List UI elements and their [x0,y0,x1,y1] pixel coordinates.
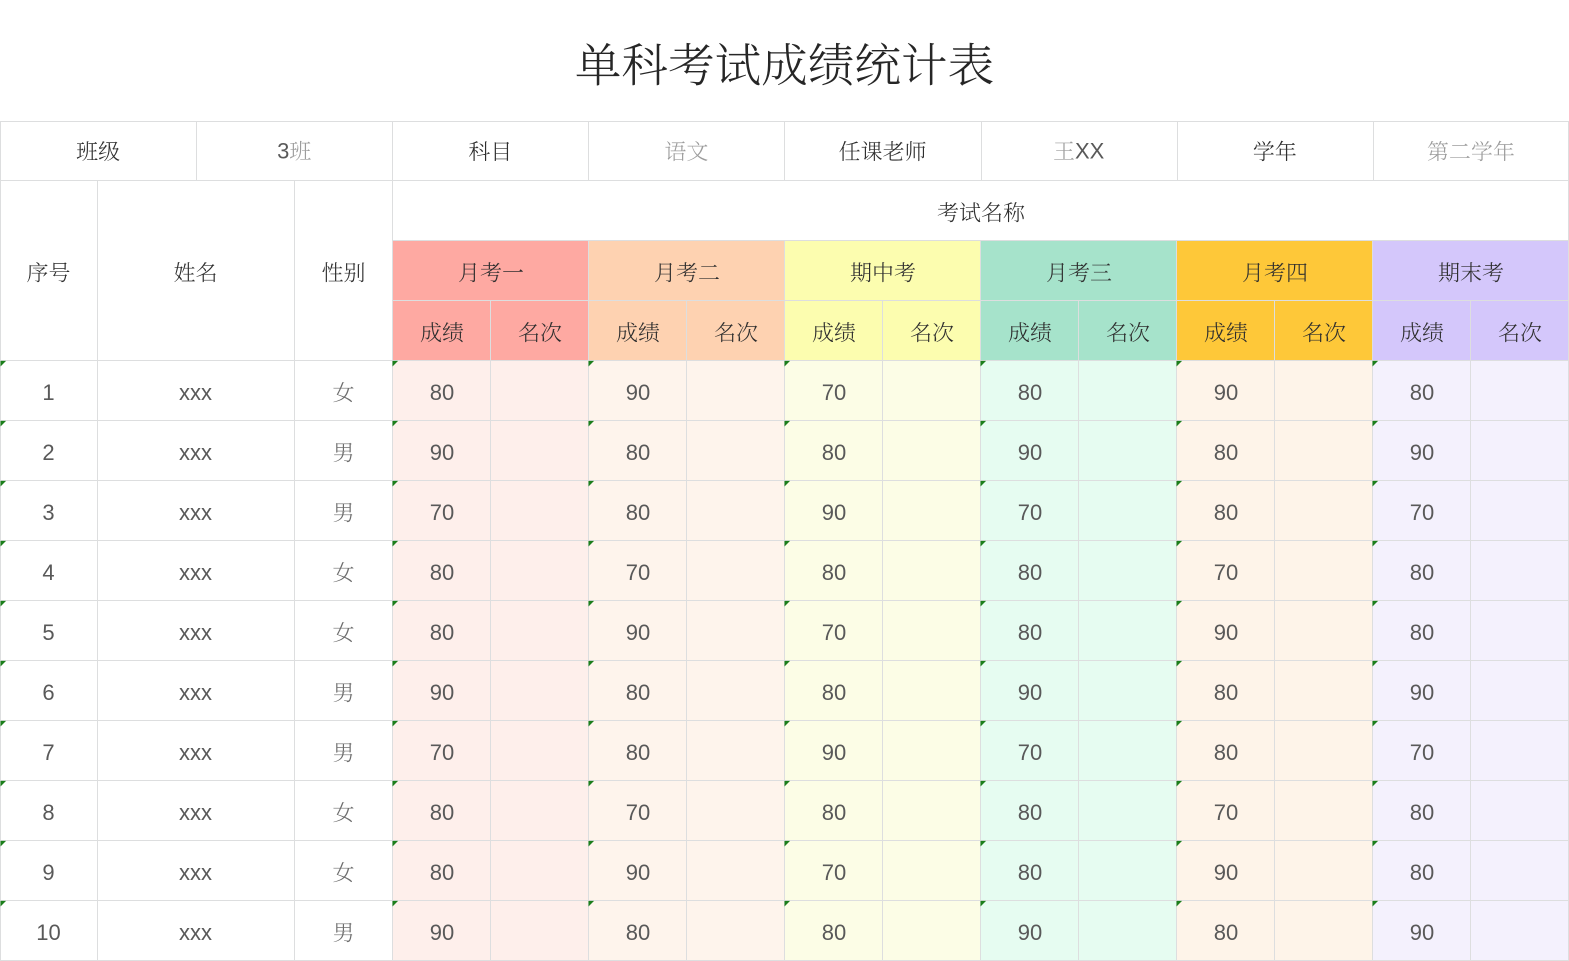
svg-text:80: 80 [1018,380,1042,405]
svg-text:80: 80 [1410,620,1434,645]
svg-text:8: 8 [42,800,54,825]
svg-text:80: 80 [430,560,454,585]
svg-text:70: 70 [430,740,454,765]
svg-text:80: 80 [626,680,650,705]
svg-text:xxx: xxx [179,680,212,705]
svg-text:90: 90 [1410,920,1434,945]
svg-text:xxx: xxx [179,380,212,405]
svg-text:90: 90 [430,920,454,945]
svg-text:90: 90 [822,740,846,765]
svg-text:70: 70 [1410,740,1434,765]
svg-text:90: 90 [1018,680,1042,705]
svg-text:90: 90 [626,860,650,885]
svg-text:70: 70 [1214,800,1238,825]
svg-text:70: 70 [822,860,846,885]
svg-text:80: 80 [1410,380,1434,405]
svg-text:90: 90 [1410,680,1434,705]
svg-text:6: 6 [42,680,54,705]
svg-text:80: 80 [1214,500,1238,525]
svg-text:9: 9 [42,860,54,885]
svg-text:90: 90 [1214,380,1238,405]
svg-text:70: 70 [1410,500,1434,525]
svg-text:70: 70 [1018,740,1042,765]
svg-text:xxx: xxx [179,920,212,945]
svg-text:3: 3 [277,139,289,164]
svg-text:80: 80 [626,500,650,525]
svg-text:80: 80 [822,560,846,585]
svg-text:90: 90 [1018,920,1042,945]
svg-text:80: 80 [1018,800,1042,825]
svg-text:80: 80 [626,920,650,945]
svg-text:70: 70 [1214,560,1238,585]
svg-text:70: 70 [430,500,454,525]
svg-text:70: 70 [822,620,846,645]
svg-text:10: 10 [36,920,60,945]
svg-text:80: 80 [626,740,650,765]
svg-text:80: 80 [1410,860,1434,885]
svg-text:2: 2 [42,440,54,465]
svg-text:80: 80 [1410,560,1434,585]
svg-text:90: 90 [1410,440,1434,465]
svg-text:3: 3 [42,500,54,525]
svg-text:xxx: xxx [179,620,212,645]
svg-text:xxx: xxx [179,500,212,525]
svg-text:80: 80 [1214,680,1238,705]
svg-text:90: 90 [626,620,650,645]
svg-text:80: 80 [430,800,454,825]
svg-text:7: 7 [42,740,54,765]
svg-text:90: 90 [626,380,650,405]
svg-text:90: 90 [1214,620,1238,645]
svg-text:70: 70 [626,560,650,585]
svg-text:90: 90 [1018,440,1042,465]
svg-text:5: 5 [42,620,54,645]
svg-text:80: 80 [1018,560,1042,585]
svg-text:80: 80 [822,680,846,705]
svg-text:70: 70 [822,380,846,405]
svg-text:4: 4 [42,560,54,585]
svg-text:80: 80 [822,440,846,465]
svg-text:80: 80 [1214,440,1238,465]
svg-text:XX: XX [1075,139,1105,164]
svg-text:80: 80 [626,440,650,465]
svg-text:80: 80 [430,380,454,405]
svg-text:70: 70 [1018,500,1042,525]
svg-text:90: 90 [822,500,846,525]
svg-text:80: 80 [1410,800,1434,825]
svg-text:90: 90 [1214,860,1238,885]
svg-text:90: 90 [430,680,454,705]
svg-text:1: 1 [42,380,54,405]
svg-text:xxx: xxx [179,440,212,465]
svg-text:80: 80 [430,860,454,885]
svg-text:xxx: xxx [179,860,212,885]
svg-text:80: 80 [1018,620,1042,645]
svg-text:80: 80 [430,620,454,645]
svg-text:xxx: xxx [179,800,212,825]
svg-text:80: 80 [822,800,846,825]
svg-text:80: 80 [1214,740,1238,765]
svg-text:80: 80 [822,920,846,945]
svg-text:80: 80 [1214,920,1238,945]
svg-text:90: 90 [430,440,454,465]
svg-text:70: 70 [626,800,650,825]
svg-text:xxx: xxx [179,740,212,765]
svg-text:80: 80 [1018,860,1042,885]
svg-text:xxx: xxx [179,560,212,585]
